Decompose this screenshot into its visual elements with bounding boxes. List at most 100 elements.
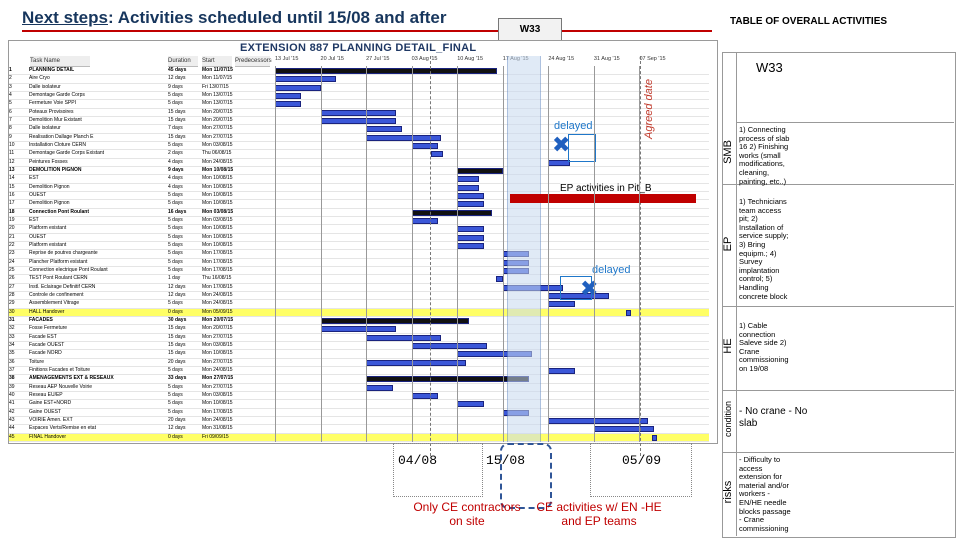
agreed-date-label: Agreed date [643,79,655,139]
table-title: TABLE OF OVERALL ACTIVITIES [730,16,888,27]
cell-name: Reprise de poutres chargeante [29,250,98,257]
cell-start: Mon 10/08/15 [202,242,233,248]
delay-cross-icon: ✖ [552,132,571,157]
activities-table [722,52,956,538]
gantt-bar [457,168,504,174]
week-label: 20 Jul '15 [320,56,344,62]
table-row: 9 Realisation Dallage Planch E 15 days Mon … [9,134,709,142]
cell-id: 30 [9,308,15,315]
cell-name: Platform existant [29,242,67,248]
table-row: 17 Demolition Pignon 5 days Mon 10/08/15 [9,200,709,209]
table-row: 1 PLANNING DETAIL 45 days Mon 11/07/15 [9,67,709,76]
label-risks: risks [722,480,734,504]
cell-start: Mon 03/08/15 [202,342,233,348]
cell-id: 19 [9,217,15,223]
cell-name: Dalle isolateur [29,83,61,90]
gantt-bar [320,318,469,324]
cell-start: Mon 27/07/15 [202,333,233,340]
table-label-column [722,52,737,536]
table-row: 10 Installation Cloture CERN 5 days Mon 03/… [9,142,709,151]
cell-id: 29 [9,300,15,307]
cell-dur: 5 days [168,367,183,373]
ep-activity-bar [510,194,696,203]
cell-start: Mon 24/08/15 [202,417,233,423]
table-row: 24 Plancher Platform existant 5 days Mon 17… [9,259,709,267]
cell-id: 38 [9,375,15,382]
week-gridline [457,66,459,442]
cell-id: 13 [9,167,15,173]
gantt-bar [411,343,487,349]
date-line-04-08 [430,56,431,456]
cell-id: 25 [9,267,15,273]
cell-id: 6 [9,108,12,115]
cell-id: 33 [9,333,15,340]
table-row: 34 Facade OUEST 15 days Mon 03/08/15 [9,342,709,351]
table-row: 7 Demolition Mur Existant 15 days Mon 20/07… [9,117,709,126]
cell-dur: 15 days [168,117,186,123]
cell-dur: 5 days [168,400,183,407]
period-box-15-08 [500,443,552,509]
date-05-09: 05/09 [622,453,662,468]
cell-id: 35 [9,350,15,357]
table-row: 39 Reseau AEP Nouvelle Voirie 5 days Mon 27… [9,384,709,392]
table-week-label: W33 [756,60,783,75]
cell-id: 20 [9,225,15,232]
cell-id: 18 [9,208,15,215]
desc-risks: - Difficulty to access extension for mat… [739,455,791,533]
cell-id: 17 [9,200,15,207]
cell-id: 10 [9,142,15,148]
period-box-05-09 [590,443,692,497]
gantt-bar [548,368,575,374]
cell-id: 4 [9,92,12,98]
cell-id: 23 [9,250,15,257]
table-row: 43 VOIRIE Amen. EXT 20 days Mon 24/08/15 [9,417,709,426]
cell-name: Facade OUEST [29,342,65,348]
cell-id: 27 [9,283,15,290]
table-row: 19 EST 5 days Mon 03/08/15 [9,217,709,226]
cell-dur: 4 days [168,183,183,190]
table-row: 5 Fermeture Voie SPPI 5 days Mon 13/07/15 [9,100,709,109]
cell-start: Mon 17/08/15 [202,250,233,257]
cell-name: EST [29,175,39,182]
cell-name: Demolition Pignon [29,183,70,190]
gantt-bar [320,109,396,116]
title-rule [22,30,712,32]
cell-name: Toiture [29,358,45,365]
week-gridline [411,66,413,442]
cell-id: 22 [9,242,15,248]
gantt-bar [275,68,497,74]
cell-start: Mon 11/07/15 [202,67,233,73]
cell-start: Mon 03/08/15 [202,392,233,398]
cell-name: OUEST [29,192,47,198]
cell-dur: 12 days [168,292,186,298]
table-row: 11 Demontage Garde Corps Existant 2 days Th… [9,150,709,159]
gantt-bar [366,376,530,383]
cell-dur: 5 days [168,233,183,240]
cell-start: Mon 27/07/15 [202,125,233,132]
cell-id: 28 [9,292,15,298]
cell-dur: 12 days [168,75,186,82]
cell-name: Reseau EU/EP [29,392,63,398]
cell-id: 32 [9,325,15,332]
page-title-suffix: : Activities scheduled until 15/08 and a… [107,8,447,27]
table-row: 16 OUEST 5 days Mon 10/08/15 [9,192,709,201]
cell-start: Mon 13/07/15 [202,100,233,107]
cell-start: Fri 09/09/15 [202,433,229,440]
cell-start: Mon 17/08/15 [202,408,233,415]
cell-dur: 7 days [168,125,183,132]
gantt-title: EXTENSION 887 PLANNING DETAIL_FINAL [240,42,477,54]
gantt-bar [457,234,484,241]
page-title: Next steps: Activities scheduled until 1… [22,8,447,28]
cell-name: Demolition Pignon [29,200,70,207]
table-row: 38 AMENAGEMENTS EXT & RESEAUX 33 days Mon 2… [9,375,709,384]
cell-name: Poteaux Provisoires [29,108,74,115]
cell-dur: 5 days [168,100,183,107]
cell-start: Mon 27/07/15 [202,383,233,390]
cell-id: 26 [9,275,15,282]
cell-name: Fosse Fermeture [29,325,68,332]
cell-name: EST [29,217,39,223]
cell-id: 2 [9,75,12,82]
table-row: 45 FINAL Handover 0 days Fri 09/09/15 [9,433,709,442]
w33-header-box: W33 [498,18,562,42]
week-label: 03 Aug '15 [411,56,438,62]
